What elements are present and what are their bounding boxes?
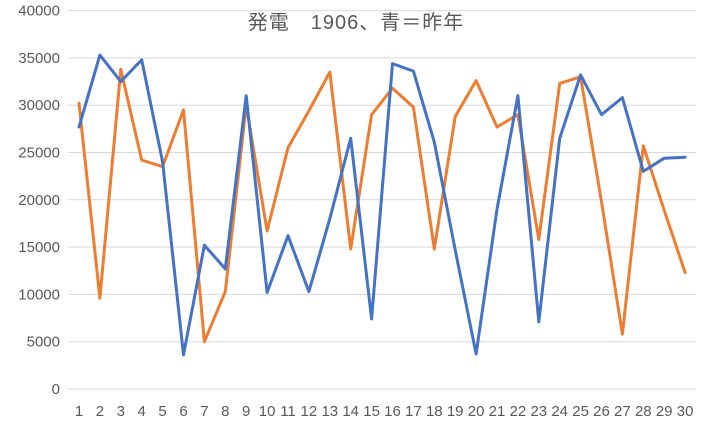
x-axis-label: 18 [426, 403, 443, 420]
x-axis-label: 7 [200, 403, 208, 420]
x-axis-label: 26 [593, 403, 610, 420]
x-axis-label: 8 [221, 403, 229, 420]
x-axis-label: 4 [138, 403, 146, 420]
x-axis-label: 15 [363, 403, 380, 420]
y-axis-label: 40000 [18, 3, 60, 20]
x-axis-label: 19 [447, 403, 464, 420]
x-axis-label: 12 [301, 403, 318, 420]
y-axis-label: 10000 [18, 286, 60, 303]
x-axis-label: 28 [635, 403, 652, 420]
x-axis-label: 20 [468, 403, 485, 420]
series-line-昨年 [77, 53, 687, 357]
series-line-1906 [77, 67, 687, 344]
y-axis-label: 30000 [18, 97, 60, 114]
x-axis-label: 17 [405, 403, 422, 420]
x-axis-label: 2 [96, 403, 104, 420]
x-axis-label: 23 [530, 403, 547, 420]
x-axis-label: 16 [384, 403, 401, 420]
x-axis-label: 21 [489, 403, 506, 420]
y-axis-label: 0 [52, 381, 60, 398]
x-axis-label: 13 [321, 403, 338, 420]
x-axis-label: 30 [677, 403, 694, 420]
x-axis-label: 3 [117, 403, 125, 420]
x-axis-label: 29 [656, 403, 673, 420]
x-axis-label: 5 [158, 403, 166, 420]
y-axis-label: 5000 [27, 334, 60, 351]
x-axis-label: 6 [179, 403, 187, 420]
x-axis-label: 1 [75, 403, 83, 420]
chart-title: 発電 1906、青＝昨年 [247, 12, 465, 34]
x-axis-label: 27 [614, 403, 631, 420]
y-axis-label: 35000 [18, 50, 60, 67]
x-axis-label: 14 [342, 403, 359, 420]
y-axis-label: 25000 [18, 145, 60, 162]
x-axis-label: 11 [280, 403, 296, 420]
x-axis-label: 24 [551, 403, 568, 420]
y-axis-label: 15000 [18, 239, 60, 256]
x-axis-label: 22 [510, 403, 527, 420]
x-axis-label: 10 [259, 403, 276, 420]
x-axis-label: 9 [242, 403, 250, 420]
x-axis-label: 25 [572, 403, 589, 420]
y-axis-label: 20000 [18, 192, 60, 209]
